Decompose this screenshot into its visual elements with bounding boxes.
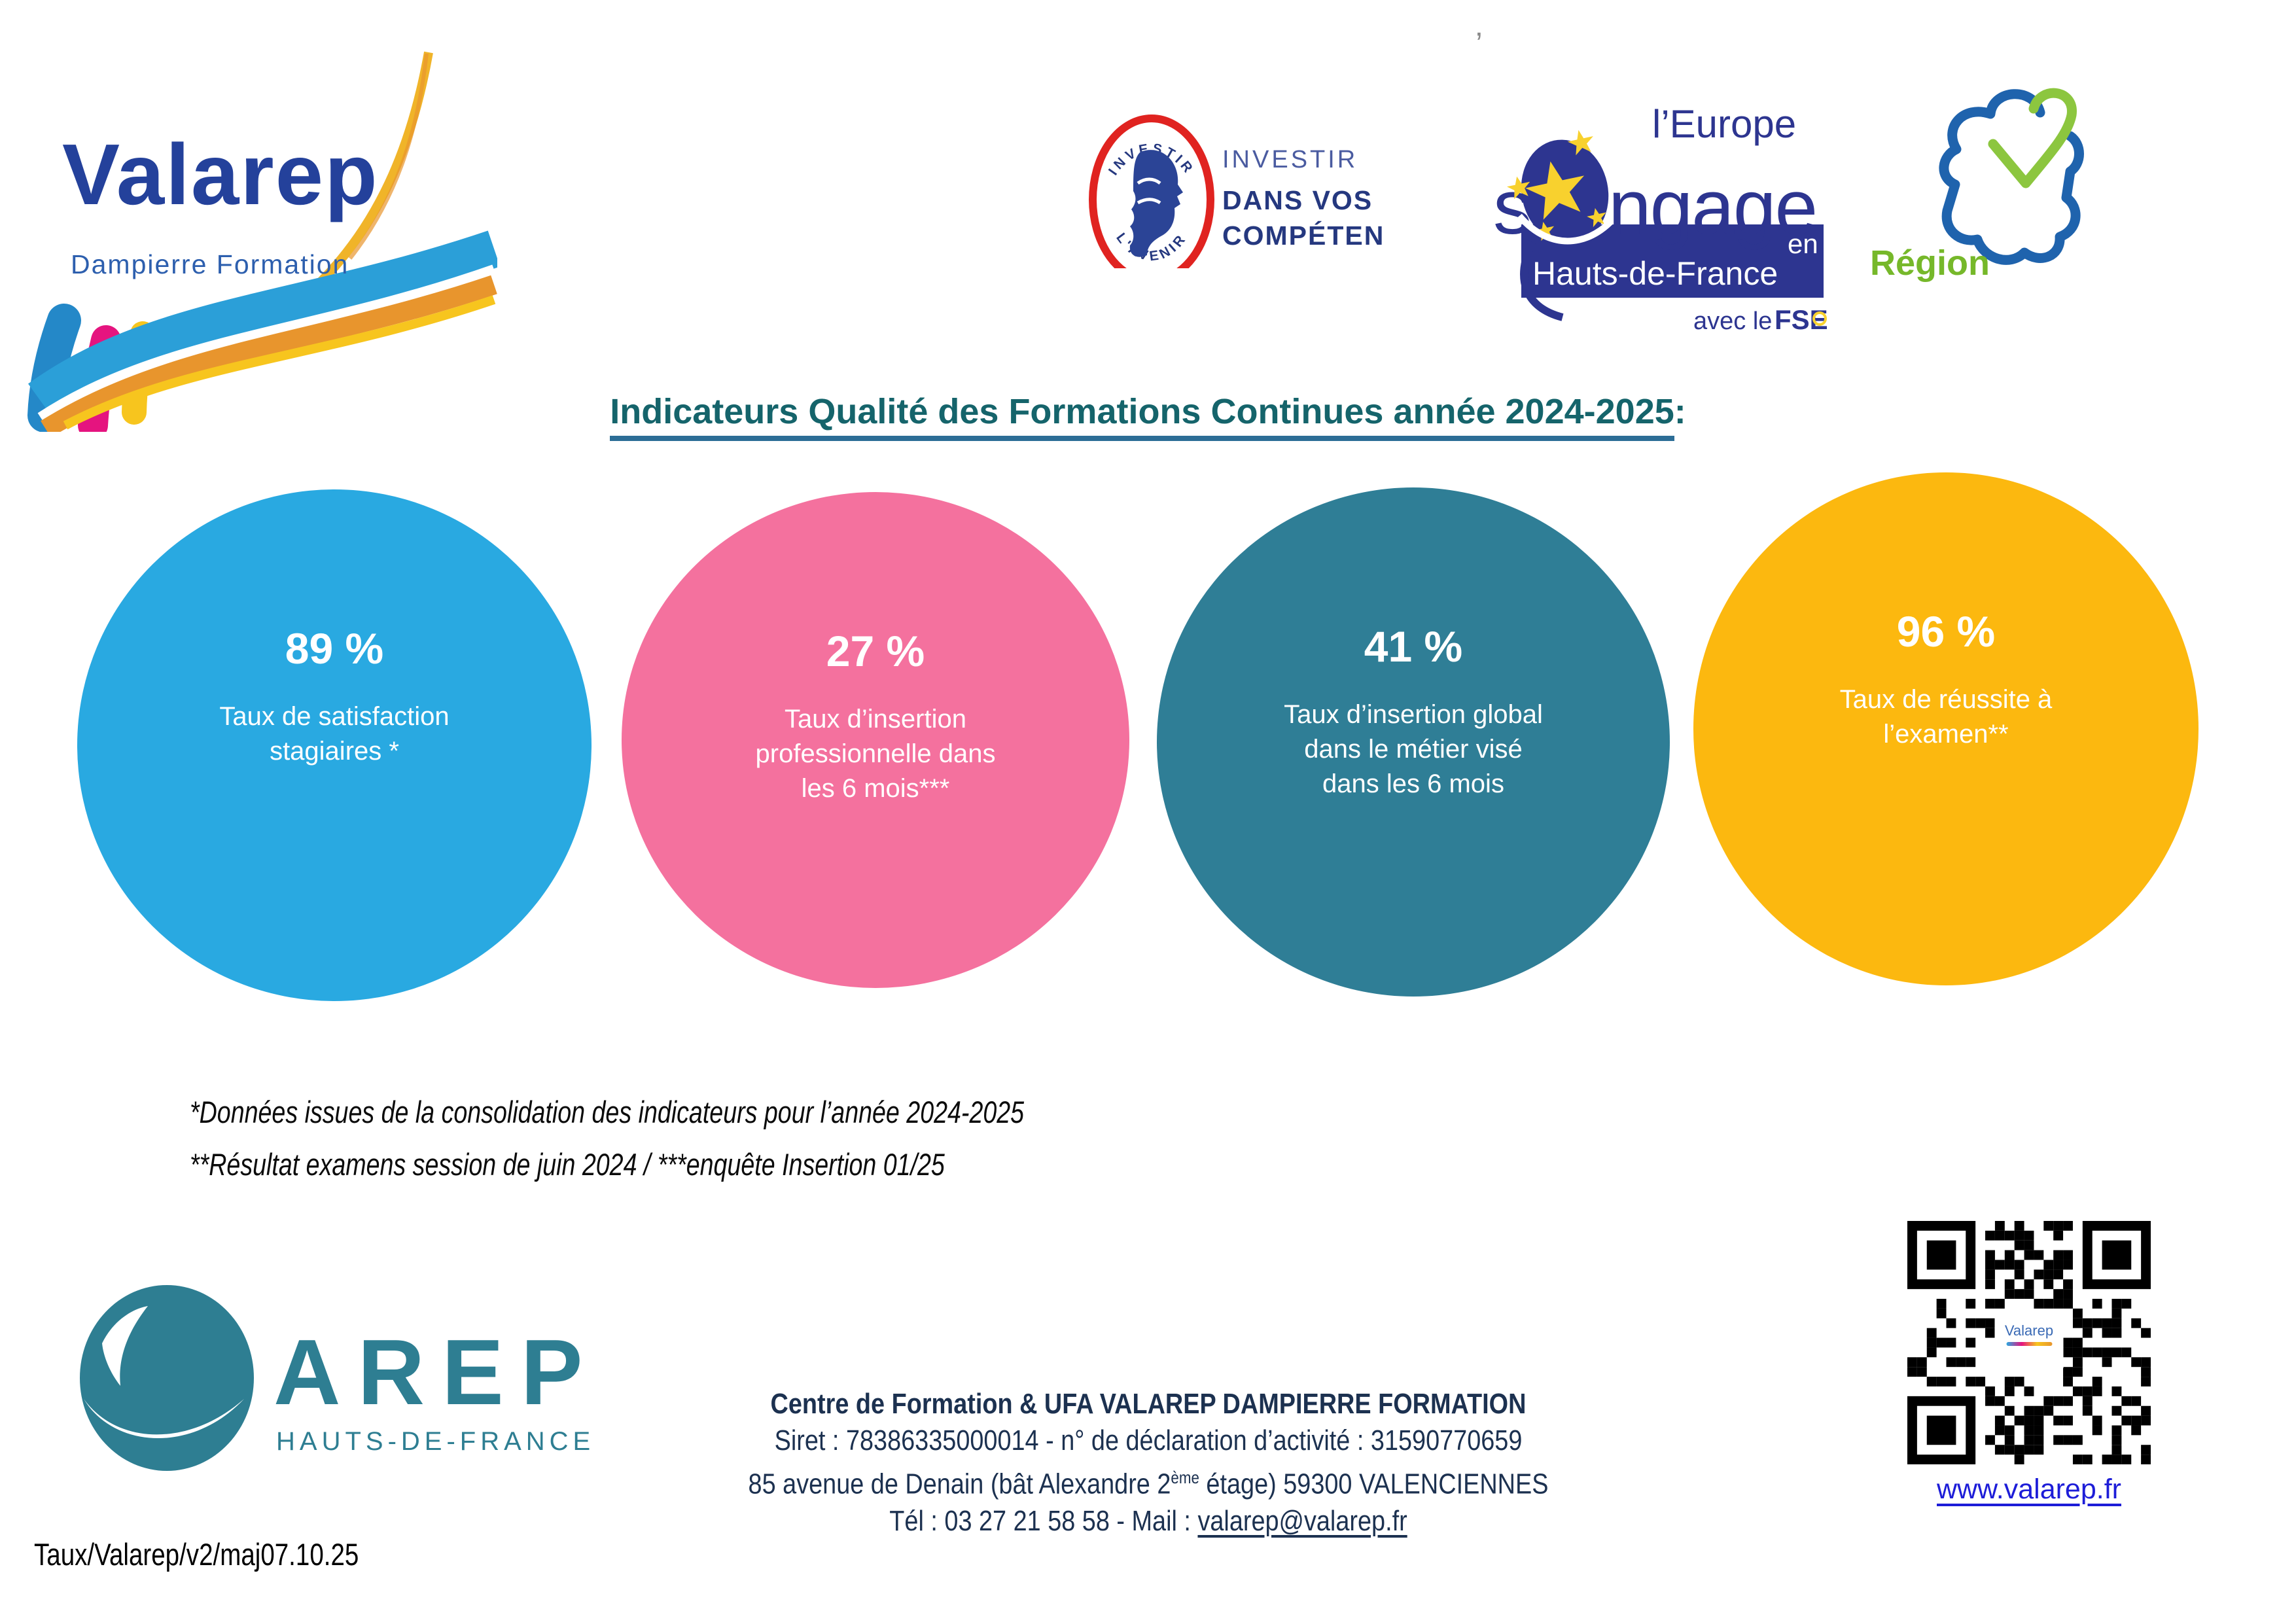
indicator-value: 41 % (1364, 622, 1463, 671)
indicator-value: 89 % (285, 624, 384, 673)
indicator-label: Taux de satisfaction stagiaires * (219, 702, 450, 766)
valarep-ribbon-blue (28, 230, 497, 415)
stray-mark: ’ (1475, 27, 1483, 62)
qr-code-icon (1907, 1221, 2151, 1464)
arep-logo: AREP HAUTS-DE-FRANCE (80, 1285, 600, 1471)
indicator-value: 27 % (826, 627, 925, 675)
region-name: Hauts-de-France (1870, 289, 2200, 291)
investir-line1: INVESTIR (1222, 146, 1358, 173)
contact-siret-line: Siret : 78386335000014 - n° de déclarati… (774, 1424, 1523, 1456)
version-text: Taux/Valarep/v2/maj07.10.25 (34, 1537, 359, 1572)
valarep-subtitle: Dampierre Formation (71, 249, 349, 279)
page-title-colon: : (1674, 392, 1686, 431)
page-title: Indicateurs Qualité des Formations Conti… (0, 391, 2296, 441)
arep-oval-icon (80, 1285, 254, 1471)
europe-fse-stars-icon (1812, 311, 1827, 326)
region-word: Région (1870, 243, 1990, 283)
indicator-value: 96 % (1896, 607, 1996, 656)
valarep-logo: Valarep Dampierre Formation (27, 51, 497, 432)
europe-swoosh-white (1517, 203, 1627, 245)
indicator-circle-satisfaction: 89 % Taux de satisfaction stagiaires * (77, 489, 592, 1001)
contact-tel-prefix: Tél : 03 27 21 58 58 - Mail : (889, 1504, 1198, 1537)
qr-code: Valarep (1907, 1221, 2151, 1464)
indicator-circle-reussite-examen: 96 % Taux de réussite à l’examen** (1693, 472, 2199, 985)
valarep-ribbon-gold (63, 295, 496, 430)
europe-word: l’Europe (1652, 102, 1796, 146)
indicator-label: Taux d’insertion professionnelle dans le… (755, 705, 996, 803)
investir-line3: COMPÉTENCES (1222, 221, 1384, 251)
indicator-circle-insertion-global: 41 % Taux d’insertion global dans le mét… (1157, 487, 1670, 997)
investir-competences-logo: INVESTIR L'AVENIR INVESTIR DANS VOS COMP… (1089, 115, 1384, 268)
website-link[interactable]: www.valarep.fr (1937, 1474, 2121, 1505)
qr-center-logo-text: Valarep (2004, 1322, 2054, 1339)
investir-line2: DANS VOS (1222, 185, 1373, 215)
contact-address-part1: 85 avenue de Denain (bât Alexandre 2 (748, 1468, 1171, 1500)
contact-address-sup: ème (1171, 1468, 1199, 1487)
contact-address-part2: étage) 59300 VALENCIENNES (1199, 1468, 1549, 1500)
footnote-1: *Données issues de la consolidation des … (190, 1095, 1025, 1129)
valarep-wordmark: Valarep (62, 126, 379, 222)
europe-avec: avec le (1693, 308, 1772, 335)
contact-address-line: 85 avenue de Denain (bât Alexandre 2ème … (724, 1459, 1574, 1503)
marianne-icon (1129, 150, 1183, 257)
indicator-label: Taux de réussite à l’examen** (1839, 685, 2053, 749)
page-title-text: Indicateurs Qualité des Formations Conti… (610, 392, 1674, 441)
contact-email-link[interactable]: valarep@valarep.fr (1197, 1504, 1407, 1537)
valarep-ribbon-orange (41, 275, 497, 432)
indicator-label: Taux d’insertion global dans le métier v… (1284, 700, 1543, 798)
france-map-icon (1939, 88, 2084, 265)
indicator-circle-insertion-professionnelle: 27 % Taux d’insertion professionnelle da… (622, 492, 1129, 988)
europe-star-oval-icon (1507, 130, 1609, 244)
contact-block: Centre de Formation & UFA VALAREP DAMPIE… (724, 1386, 1574, 1540)
europe-band-text: Hauts-de-France (1532, 255, 1778, 292)
valarep-ribbon-white (37, 264, 496, 422)
region-hauts-de-france-logo: Région Hauts-de-France (1870, 88, 2200, 291)
europe-ngage: ngage (1608, 164, 1816, 251)
europe-sengage-logo: l’Europe s’ ngage en Hauts-de-France ave… (1493, 102, 1828, 335)
website-link-wrap: www.valarep.fr (1907, 1474, 2151, 1506)
contact-center-name: Centre de Formation & UFA VALAREP DAMPIE… (770, 1388, 1527, 1420)
arep-wordmark: AREP (274, 1320, 600, 1424)
qr-center-logo-swoosh-icon (2006, 1342, 2052, 1346)
contact-tel-line: Tél : 03 27 21 58 58 - Mail : valarep@va… (724, 1503, 1574, 1540)
europe-en: en (1788, 228, 1818, 259)
arep-region-text: HAUTS-DE-FRANCE (276, 1427, 595, 1456)
europe-swoosh-tail (1520, 240, 1564, 321)
europe-fse: FSE (1775, 304, 1828, 335)
qr-center-logo: Valarep (1994, 1317, 2064, 1368)
footnote-2: **Résultat examens session de juin 2024 … (190, 1147, 945, 1182)
